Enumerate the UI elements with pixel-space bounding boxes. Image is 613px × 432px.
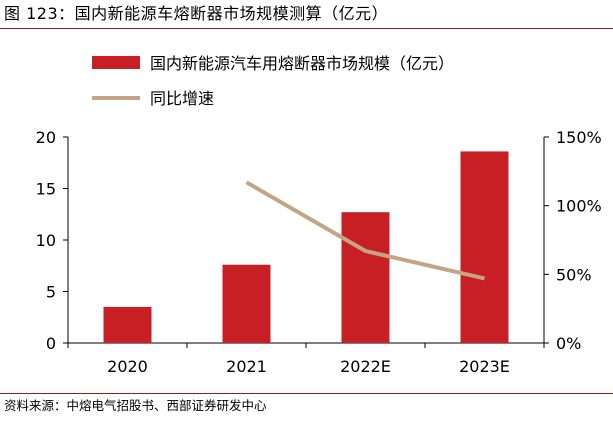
- tick-labels: 0 5 10 15 20 0% 50% 100% 150% 2020 2021 2022E 2023E: [36, 128, 602, 376]
- legend: 国内新能源汽车用熔断器市场规模（亿元） 同比增速: [92, 54, 454, 108]
- left-tick-label: 0: [46, 334, 56, 353]
- title-divider: [0, 28, 613, 29]
- legend-bar-swatch: [92, 56, 140, 69]
- left-tick-label: 10: [36, 231, 56, 250]
- right-tick-label: 100%: [556, 197, 602, 216]
- right-tick-label: 0%: [556, 334, 581, 353]
- right-tick-label: 50%: [556, 265, 592, 284]
- source-note: 资料来源：中熔电气招股书、西部证券研发中心: [4, 398, 267, 413]
- legend-line-label: 同比增速: [150, 89, 214, 108]
- legend-bar-label: 国内新能源汽车用熔断器市场规模（亿元）: [150, 54, 454, 73]
- x-tick-label: 2023E: [459, 357, 510, 376]
- x-tick-label: 2022E: [340, 357, 391, 376]
- source-divider: [0, 393, 613, 394]
- left-tick-label: 15: [36, 180, 56, 199]
- x-tick-label: 2021: [226, 357, 267, 376]
- left-tick-label: 5: [46, 283, 56, 302]
- line-series: [245, 180, 485, 281]
- figure-title: 图 123：国内新能源车熔断器市场规模测算（亿元）: [4, 4, 389, 23]
- bar-series: [103, 151, 509, 343]
- bar: [341, 212, 390, 343]
- bar: [460, 151, 509, 343]
- x-tick-label: 2020: [107, 357, 148, 376]
- right-tick-label: 150%: [556, 128, 602, 147]
- bar: [222, 264, 271, 343]
- bar: [103, 306, 152, 343]
- left-tick-label: 20: [36, 128, 56, 147]
